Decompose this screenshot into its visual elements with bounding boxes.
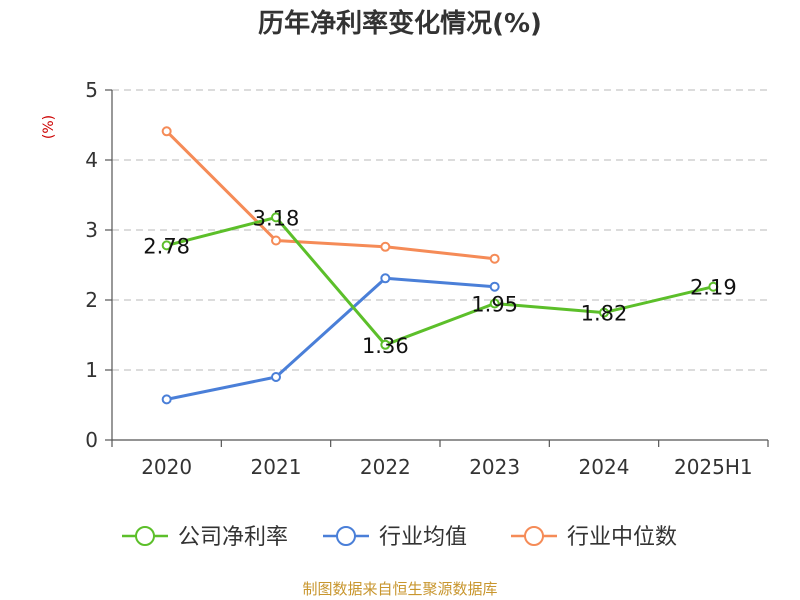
data-label: 2.19 (690, 276, 737, 300)
legend-label: 公司净利率 (178, 525, 288, 550)
series-1 (161, 273, 500, 405)
series-2 (161, 126, 500, 264)
legend-item: 行业中位数 (511, 525, 677, 550)
series-lines (161, 126, 719, 405)
y-tick-label: 2 (85, 288, 98, 312)
data-point (161, 394, 172, 405)
x-tick-label: 2021 (251, 455, 302, 479)
legend-label: 行业中位数 (567, 525, 677, 550)
legend-marker (135, 526, 155, 546)
chart-title: 历年净利率变化情况(%) (258, 8, 542, 39)
series-line (166, 215, 714, 347)
x-tick-label: 2022 (360, 455, 411, 479)
data-label: 1.36 (362, 334, 409, 358)
data-point (380, 339, 391, 350)
data-point (271, 372, 281, 382)
data-point (489, 281, 500, 292)
data-point (380, 273, 391, 284)
y-tick-label: 1 (85, 358, 98, 382)
data-label: 3.18 (253, 206, 300, 230)
data-point (380, 241, 391, 252)
data-point (489, 253, 500, 264)
y-tick-label: 0 (85, 428, 98, 452)
data-point (708, 281, 719, 292)
series-line (165, 130, 495, 261)
series-0 (161, 212, 719, 350)
legend-item: 行业均值 (323, 525, 467, 550)
data-label: 1.82 (581, 302, 628, 326)
y-tick-label: 5 (85, 78, 98, 102)
data-point (489, 298, 500, 309)
legend-marker (524, 526, 544, 546)
series-line (166, 276, 495, 401)
x-tick-label: 2025H1 (674, 455, 753, 479)
legend-label: 行业均值 (379, 525, 467, 550)
axes: 0 1 2 3 4 5 2020 2021 2022 2023 2024 2025H1 (85, 78, 769, 479)
x-tick-label: 2024 (579, 455, 630, 479)
data-labels: 2.78 3.18 1.36 1.95 1.82 2.19 (143, 206, 736, 357)
data-label: 2.78 (143, 234, 190, 258)
data-point (271, 212, 281, 223)
data-point (271, 235, 281, 246)
data-point (599, 307, 609, 318)
y-tick-label: 4 (85, 148, 98, 172)
legend: 公司净利率 行业均值 行业中位数 (122, 525, 677, 550)
grid-lines (112, 89, 768, 371)
source-note: 制图数据来自恒生聚源数据库 (302, 580, 497, 598)
y-tick-label: 3 (85, 218, 98, 242)
x-tick-label: 2023 (469, 455, 520, 479)
legend-marker (336, 526, 356, 546)
data-point (161, 240, 172, 251)
data-point (161, 126, 172, 137)
data-label: 1.95 (471, 293, 518, 317)
y-axis-label: (%) (41, 115, 57, 139)
x-tick-label: 2020 (141, 455, 192, 479)
legend-item: 公司净利率 (122, 525, 288, 550)
